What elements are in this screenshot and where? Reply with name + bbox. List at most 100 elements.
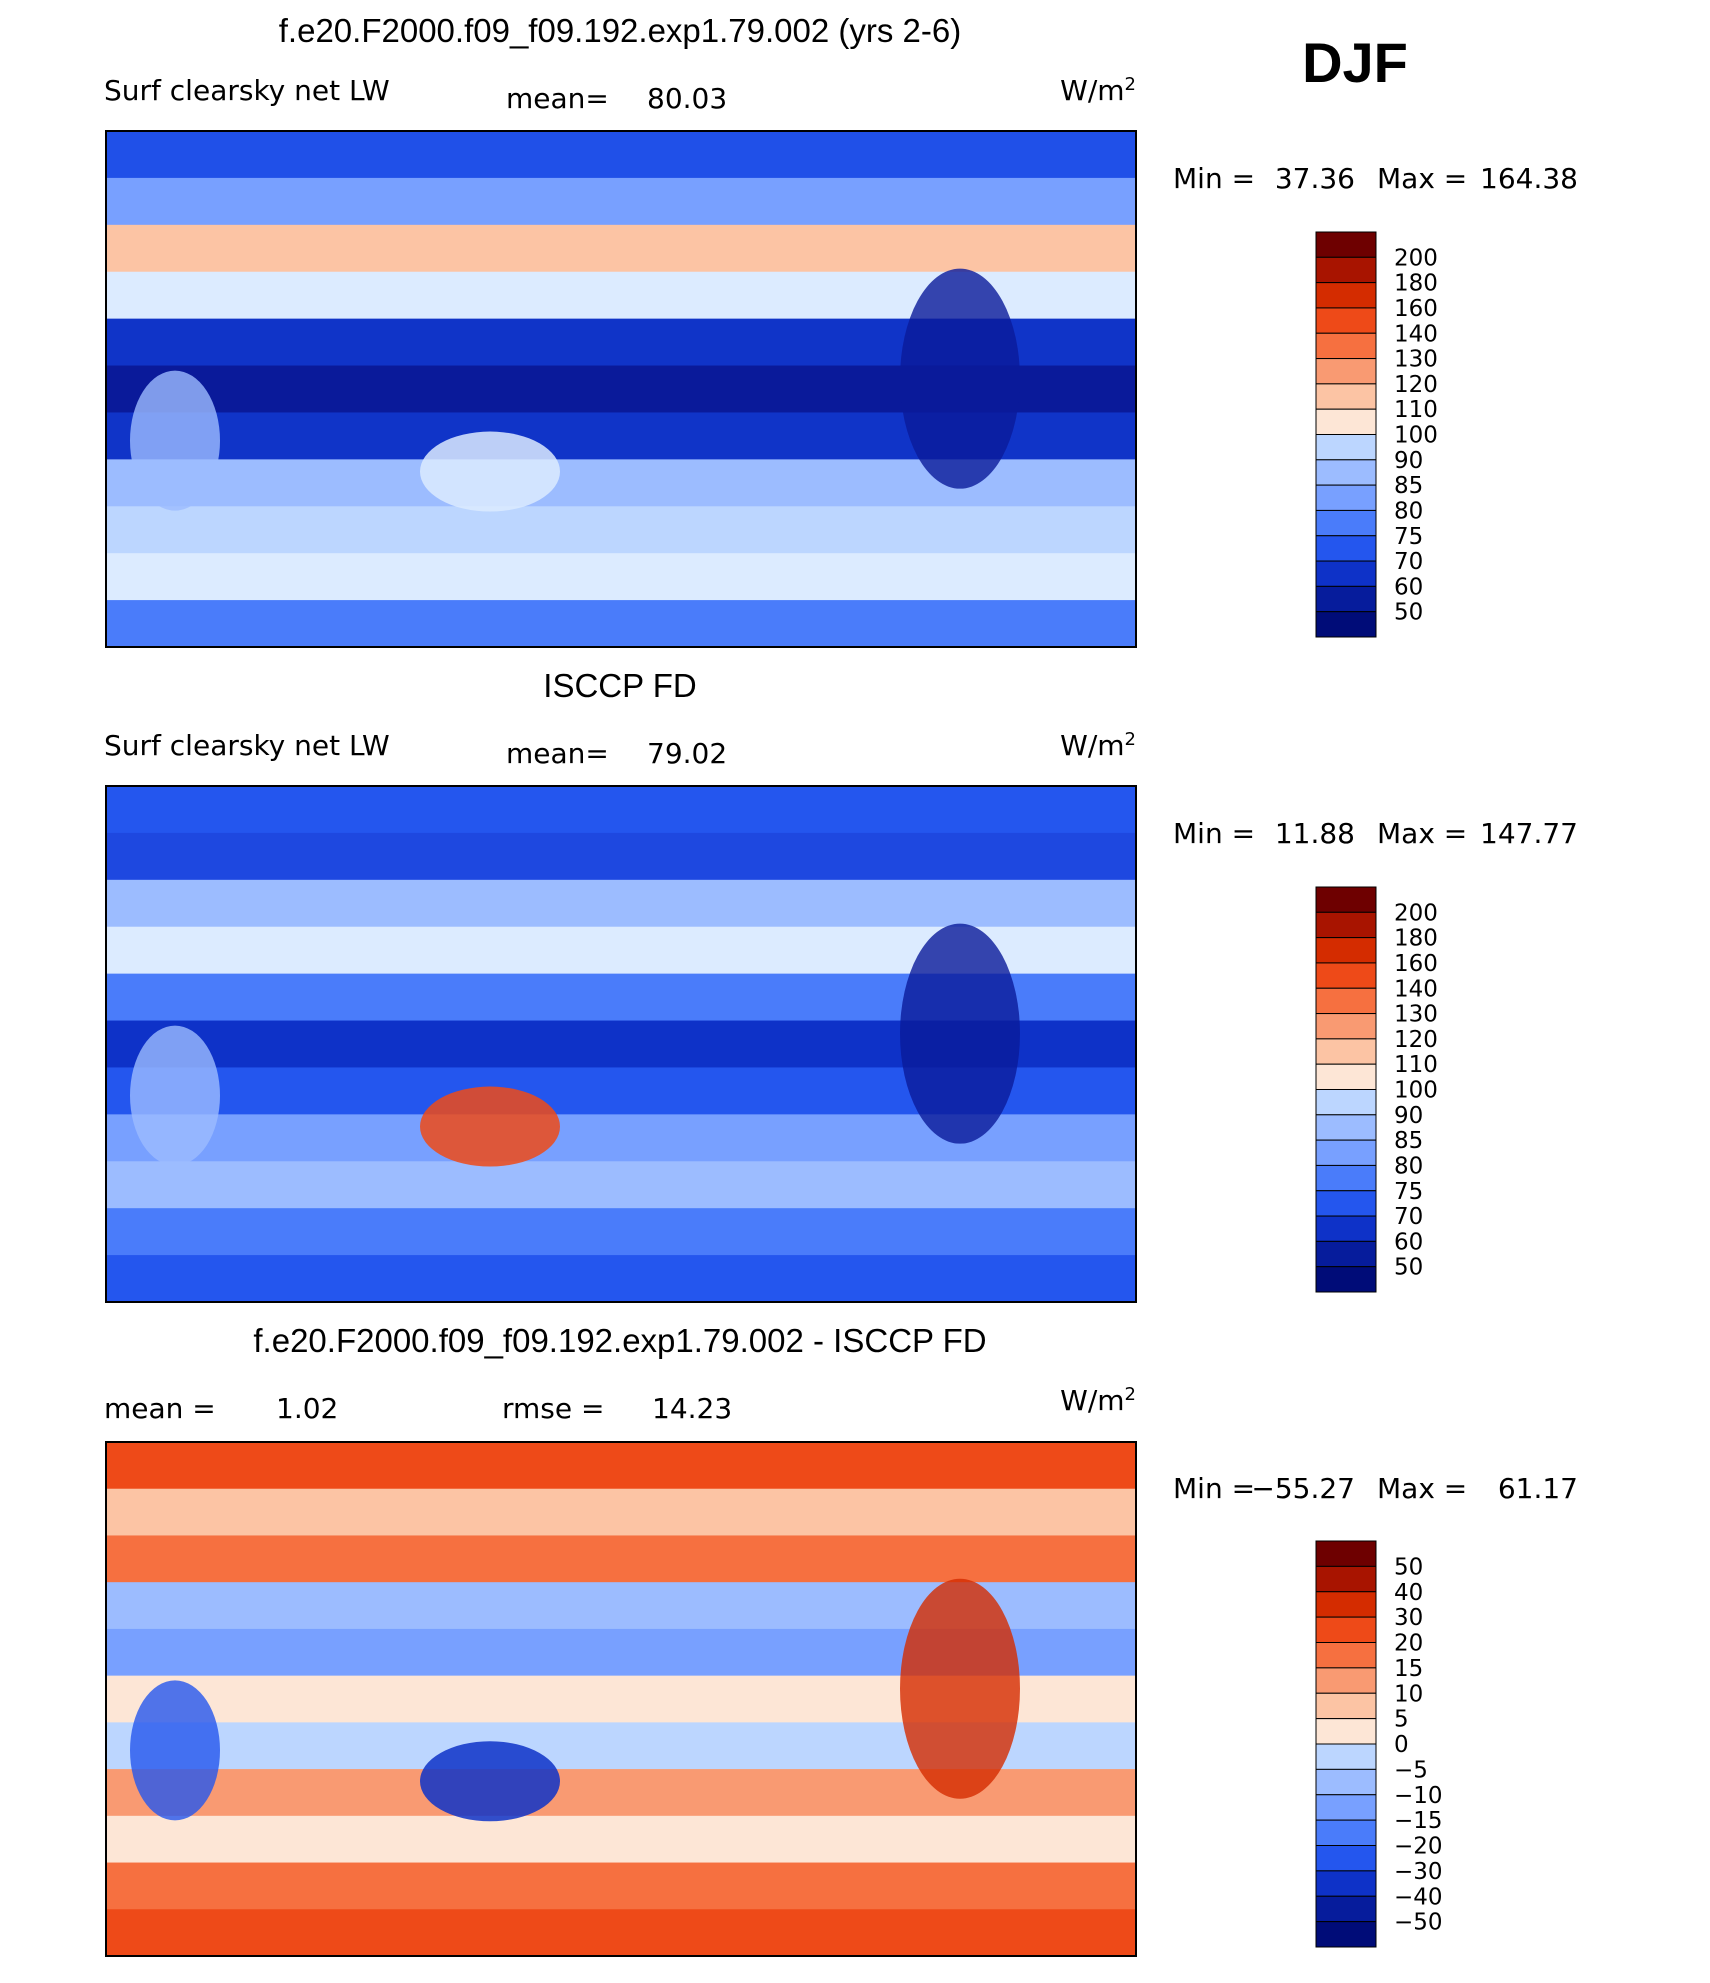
colorbar-label: 140 (1394, 321, 1438, 347)
units-exp: 2 (1125, 1384, 1136, 1405)
colorbar-label: 180 (1394, 271, 1438, 297)
colorbar-box (1315, 459, 1377, 486)
colorbar-box (1315, 585, 1377, 613)
stat-label: mean = (104, 1392, 216, 1425)
stat-label: mean= (506, 82, 609, 115)
map-band (106, 1815, 1136, 1864)
colorbar-box (1315, 256, 1377, 284)
map-feature (900, 1578, 1020, 1799)
units: W/m2 (1060, 1384, 1136, 1417)
min-label: Min = (1173, 817, 1255, 850)
colorbar-box (1315, 560, 1377, 587)
map-feature (420, 431, 560, 512)
colorbar-box (1315, 231, 1377, 258)
colorbar-box (1315, 1591, 1377, 1618)
stat-label: mean= (506, 737, 609, 770)
colorbar-box (1315, 535, 1377, 562)
units-base: W/m (1060, 1384, 1124, 1417)
map-band (106, 177, 1136, 226)
colorbar-label: 120 (1394, 1027, 1438, 1053)
colorbar-label: 110 (1394, 397, 1438, 423)
colorbar-box (1315, 1768, 1377, 1796)
colorbar-box (1315, 1063, 1377, 1090)
colorbar-box (1315, 1845, 1377, 1872)
colorbar-label: 160 (1394, 296, 1438, 322)
units-base: W/m (1060, 74, 1124, 107)
colorbar-label: 160 (1394, 951, 1438, 977)
colorbar-label: 20 (1394, 1631, 1423, 1657)
colorbar-box (1315, 937, 1377, 964)
colorbar-label: 75 (1394, 1179, 1423, 1205)
colorbar-box (1315, 332, 1377, 360)
map-band (106, 1488, 1136, 1537)
map-band (106, 1909, 1136, 1957)
units-base: W/m (1060, 729, 1124, 762)
stat-value: 1.02 (276, 1392, 338, 1425)
min-value: 37.36 (1275, 162, 1355, 195)
colorbar-box (1315, 1266, 1377, 1293)
colorbar-box (1315, 1642, 1377, 1669)
colorbar-box (1315, 1895, 1377, 1923)
colorbar-box (1315, 307, 1377, 334)
panel-title: ISCCP FD (543, 667, 696, 704)
min-label: Min = (1173, 1472, 1255, 1505)
colorbar-box (1315, 1139, 1377, 1166)
colorbar-label: −40 (1394, 1884, 1443, 1910)
map-feature (420, 1741, 560, 1822)
colorbar-label: 40 (1394, 1580, 1423, 1606)
colorbar-label: −15 (1394, 1808, 1443, 1834)
min-label: Min = (1173, 162, 1255, 195)
stat-value: 14.23 (652, 1392, 732, 1425)
colorbar-label: 100 (1394, 1078, 1438, 1104)
colorbar-box (1315, 1667, 1377, 1694)
colorbar-box (1315, 434, 1377, 461)
colorbar-box (1315, 1692, 1377, 1720)
max-value: 164.38 (1480, 162, 1578, 195)
units-exp: 2 (1125, 74, 1136, 95)
map-band (106, 224, 1136, 273)
colorbar-box (1315, 1921, 1377, 1948)
colorbar-label: 85 (1394, 473, 1423, 499)
map-band (106, 1255, 1136, 1303)
panel-title: f.e20.F2000.f09_f09.192.exp1.79.002 (yrs… (279, 12, 961, 49)
colorbar-label: 0 (1394, 1732, 1409, 1758)
colorbar-box (1315, 1616, 1377, 1643)
colorbar-box (1315, 408, 1377, 435)
field-label: Surf clearsky net LW (104, 729, 390, 762)
colorbar-label: 120 (1394, 372, 1438, 398)
colorbar-box (1315, 484, 1377, 511)
colorbar-label: 90 (1394, 448, 1423, 474)
colorbar-label: 15 (1394, 1656, 1423, 1682)
colorbar-box (1315, 1240, 1377, 1268)
colorbar-label: 130 (1394, 1002, 1438, 1028)
colorbar-box (1315, 886, 1377, 913)
map-band (106, 1535, 1136, 1584)
colorbar-label: −5 (1394, 1757, 1428, 1783)
colorbar-box (1315, 1819, 1377, 1846)
map-feature (130, 370, 220, 511)
map-band (106, 786, 1136, 834)
map-band (106, 553, 1136, 602)
colorbar-label: 50 (1394, 1554, 1423, 1580)
max-label: Max = (1377, 162, 1467, 195)
stat-value: 80.03 (647, 82, 727, 115)
colorbar-label: 50 (1394, 600, 1423, 626)
max-value: 147.77 (1480, 817, 1578, 850)
units: W/m2 (1060, 74, 1136, 107)
colorbar-box (1315, 1870, 1377, 1897)
colorbar-box (1315, 358, 1377, 385)
colorbar-box (1315, 1743, 1377, 1770)
map-feature (900, 268, 1020, 489)
colorbar-box (1315, 962, 1377, 989)
colorbar-label: 5 (1394, 1707, 1409, 1733)
colorbar-label: 80 (1394, 498, 1423, 524)
colorbar-label: 200 (1394, 245, 1438, 271)
colorbar-label: 140 (1394, 976, 1438, 1002)
field-label: Surf clearsky net LW (104, 74, 390, 107)
colorbar-label: 50 (1394, 1255, 1423, 1281)
units-exp: 2 (1125, 729, 1136, 750)
colorbar-label: 70 (1394, 549, 1423, 575)
colorbar-label: 200 (1394, 900, 1438, 926)
panel-title: f.e20.F2000.f09_f09.192.exp1.79.002 - IS… (253, 1322, 986, 1359)
colorbar-box (1315, 1114, 1377, 1141)
